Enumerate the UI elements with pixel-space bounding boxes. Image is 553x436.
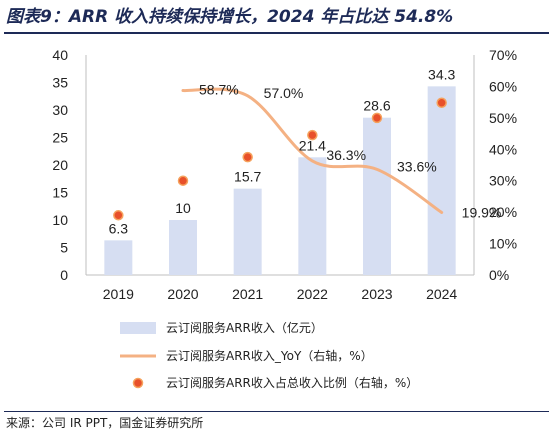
share-dot bbox=[242, 151, 253, 163]
bar-data-label: 28.6 bbox=[363, 98, 390, 114]
yoy-line bbox=[181, 87, 444, 214]
yoy-data-label: 19.9% bbox=[462, 204, 502, 220]
bar bbox=[363, 117, 391, 275]
x-tick-label: 2020 bbox=[167, 286, 198, 302]
bar-data-label: 6.3 bbox=[109, 220, 129, 236]
x-tick-label: 2024 bbox=[426, 286, 457, 302]
legend-label-line: 云订阅服务ARR收入_YoY（右轴，%） bbox=[166, 348, 373, 363]
legend-label-bar: 云订阅服务ARR收入（亿元） bbox=[166, 320, 323, 335]
bar bbox=[427, 86, 456, 275]
legend-swatch-dot bbox=[132, 377, 144, 389]
y-tick-label: 30 bbox=[52, 102, 68, 118]
bar-data-label: 10 bbox=[175, 200, 191, 216]
bar bbox=[298, 157, 327, 275]
y2-tick-label: 30% bbox=[489, 173, 517, 189]
bar bbox=[169, 220, 197, 275]
bar bbox=[233, 188, 262, 275]
share-dot bbox=[177, 175, 189, 186]
figure-title: 图表9：ARR 收入持续保持增长，2024 年占比达 54.8% bbox=[6, 7, 454, 27]
share-dot bbox=[113, 210, 124, 221]
chart: 0 5 10 15 20 25 30 35 40 0% 10% 20% 30% 40% 50% 60% 70% 2… bbox=[52, 47, 517, 390]
x-tick-label: 2022 bbox=[297, 286, 328, 302]
y-tick-label: 5 bbox=[60, 240, 68, 256]
x-tick-label: 2021 bbox=[232, 286, 263, 302]
y-tick-label: 15 bbox=[52, 185, 68, 201]
bar-data-label: 21.4 bbox=[299, 137, 326, 153]
yoy-data-label: 57.0% bbox=[264, 85, 304, 101]
y-tick-label: 0 bbox=[60, 267, 68, 283]
legend-swatch-bar bbox=[120, 322, 156, 334]
yoy-data-label: 33.6% bbox=[397, 158, 437, 174]
y2-tick-label: 40% bbox=[489, 141, 517, 157]
y2-tick-label: 0% bbox=[489, 267, 509, 283]
yoy-data-label: 58.7% bbox=[199, 82, 239, 98]
yoy-data-label: 36.3% bbox=[326, 147, 366, 163]
x-tick-label: 2019 bbox=[103, 286, 134, 302]
y2-tick-label: 70% bbox=[489, 47, 517, 63]
y2-tick-label: 60% bbox=[489, 78, 517, 94]
bar-data-label: 15.7 bbox=[234, 169, 261, 185]
share-dot bbox=[307, 129, 318, 141]
legend-label-dot: 云订阅服务ARR收入占总收入比例（右轴，%） bbox=[166, 375, 418, 390]
title-rule bbox=[4, 32, 549, 34]
y-tick-label: 25 bbox=[52, 130, 68, 146]
y2-tick-label: 10% bbox=[489, 236, 517, 252]
y-tick-label: 40 bbox=[52, 47, 68, 63]
share-dot bbox=[436, 97, 447, 109]
share-dot bbox=[371, 112, 383, 124]
y-tick-label: 20 bbox=[52, 157, 68, 173]
y-tick-label: 35 bbox=[52, 75, 68, 91]
bar-data-label: 34.3 bbox=[428, 66, 455, 82]
y2-tick-label: 20% bbox=[489, 204, 517, 220]
y-tick-label: 10 bbox=[52, 212, 68, 228]
y2-tick-label: 50% bbox=[489, 110, 517, 126]
bar bbox=[104, 240, 133, 275]
x-tick-label: 2023 bbox=[361, 286, 392, 302]
source-rule bbox=[4, 411, 549, 412]
source-note: 来源：公司 IR PPT，国金证券研究所 bbox=[6, 416, 204, 430]
